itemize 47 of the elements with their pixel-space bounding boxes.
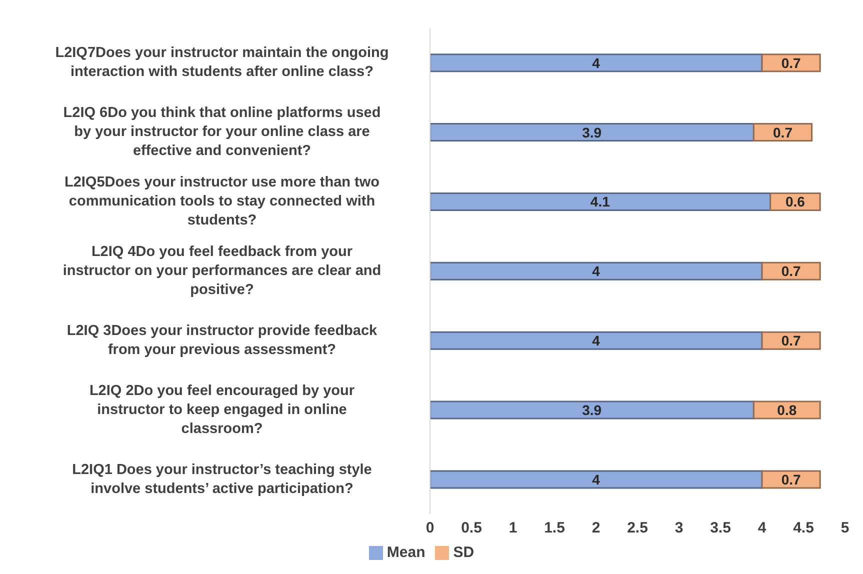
x-tick-label: 2.5 [627,520,648,537]
bar [430,400,754,420]
y-tick-label: L2IQ 4Do you feel feedback from your instructor on your performances are clear and positive? [62,244,382,298]
data-label: 4 [592,54,600,71]
legend-label: Mean [386,544,426,561]
bar [752,123,813,142]
data-label: 3.9 [582,402,602,418]
data-label: 0.7 [781,54,801,71]
bar [430,470,763,489]
data-label: 4 [592,332,600,349]
data-label: 3.9 [582,124,602,140]
data-label: 0.7 [781,332,801,349]
bar [761,262,821,280]
x-tick-label: 0.5 [461,520,482,537]
bar [761,470,821,489]
data-label: 0.7 [773,124,793,140]
y-tick-label: L2IQ1 Does your instructor’s teaching style involve students’ active participation? [72,462,372,497]
bar [430,331,763,350]
x-tick-label: 1 [508,520,518,537]
data-label: 4 [592,263,600,280]
x-tick-label: 2 [592,520,600,537]
bar [430,123,754,142]
data-label: 0.7 [781,263,801,280]
data-label: 0.7 [781,471,801,488]
bar [430,262,763,280]
legend-label: SD [453,544,474,561]
x-tick-label: 4.5 [793,520,814,537]
x-tick-label: 5 [840,520,850,537]
y-tick-label: L2IQ 6Do you think that online platforms used by your instructor for your online class are effective and convenient? [63,105,381,160]
x-tick-label: 3 [674,520,684,537]
y-tick-label: L2IQ 2Do you feel encouraged by your instructor to keep engaged in online classroom? [89,382,355,437]
data-label: 4.1 [590,194,610,210]
bar [430,192,772,211]
data-label: 0.8 [777,402,797,418]
y-tick-label: L2IQ7Does your instructor maintain the ongoing interaction with students after online class? [55,45,389,80]
data-label: 4 [592,471,600,488]
data-label: 0.6 [785,194,806,210]
bar [761,331,821,350]
y-tick-label: L2IQ5Does your instructor use more than two communication tools to stay connected with students? [64,174,380,229]
bar [761,54,821,72]
y-tick-label: L2IQ 3Does your instructor provide feedback from your previous assessment? [66,322,378,358]
x-tick-label: 1.5 [544,520,565,537]
bar [752,400,821,420]
x-tick-label: 4 [758,520,767,537]
x-tick-label: 0 [426,520,434,537]
bar [430,54,763,72]
x-tick-label: 3.5 [710,520,731,537]
